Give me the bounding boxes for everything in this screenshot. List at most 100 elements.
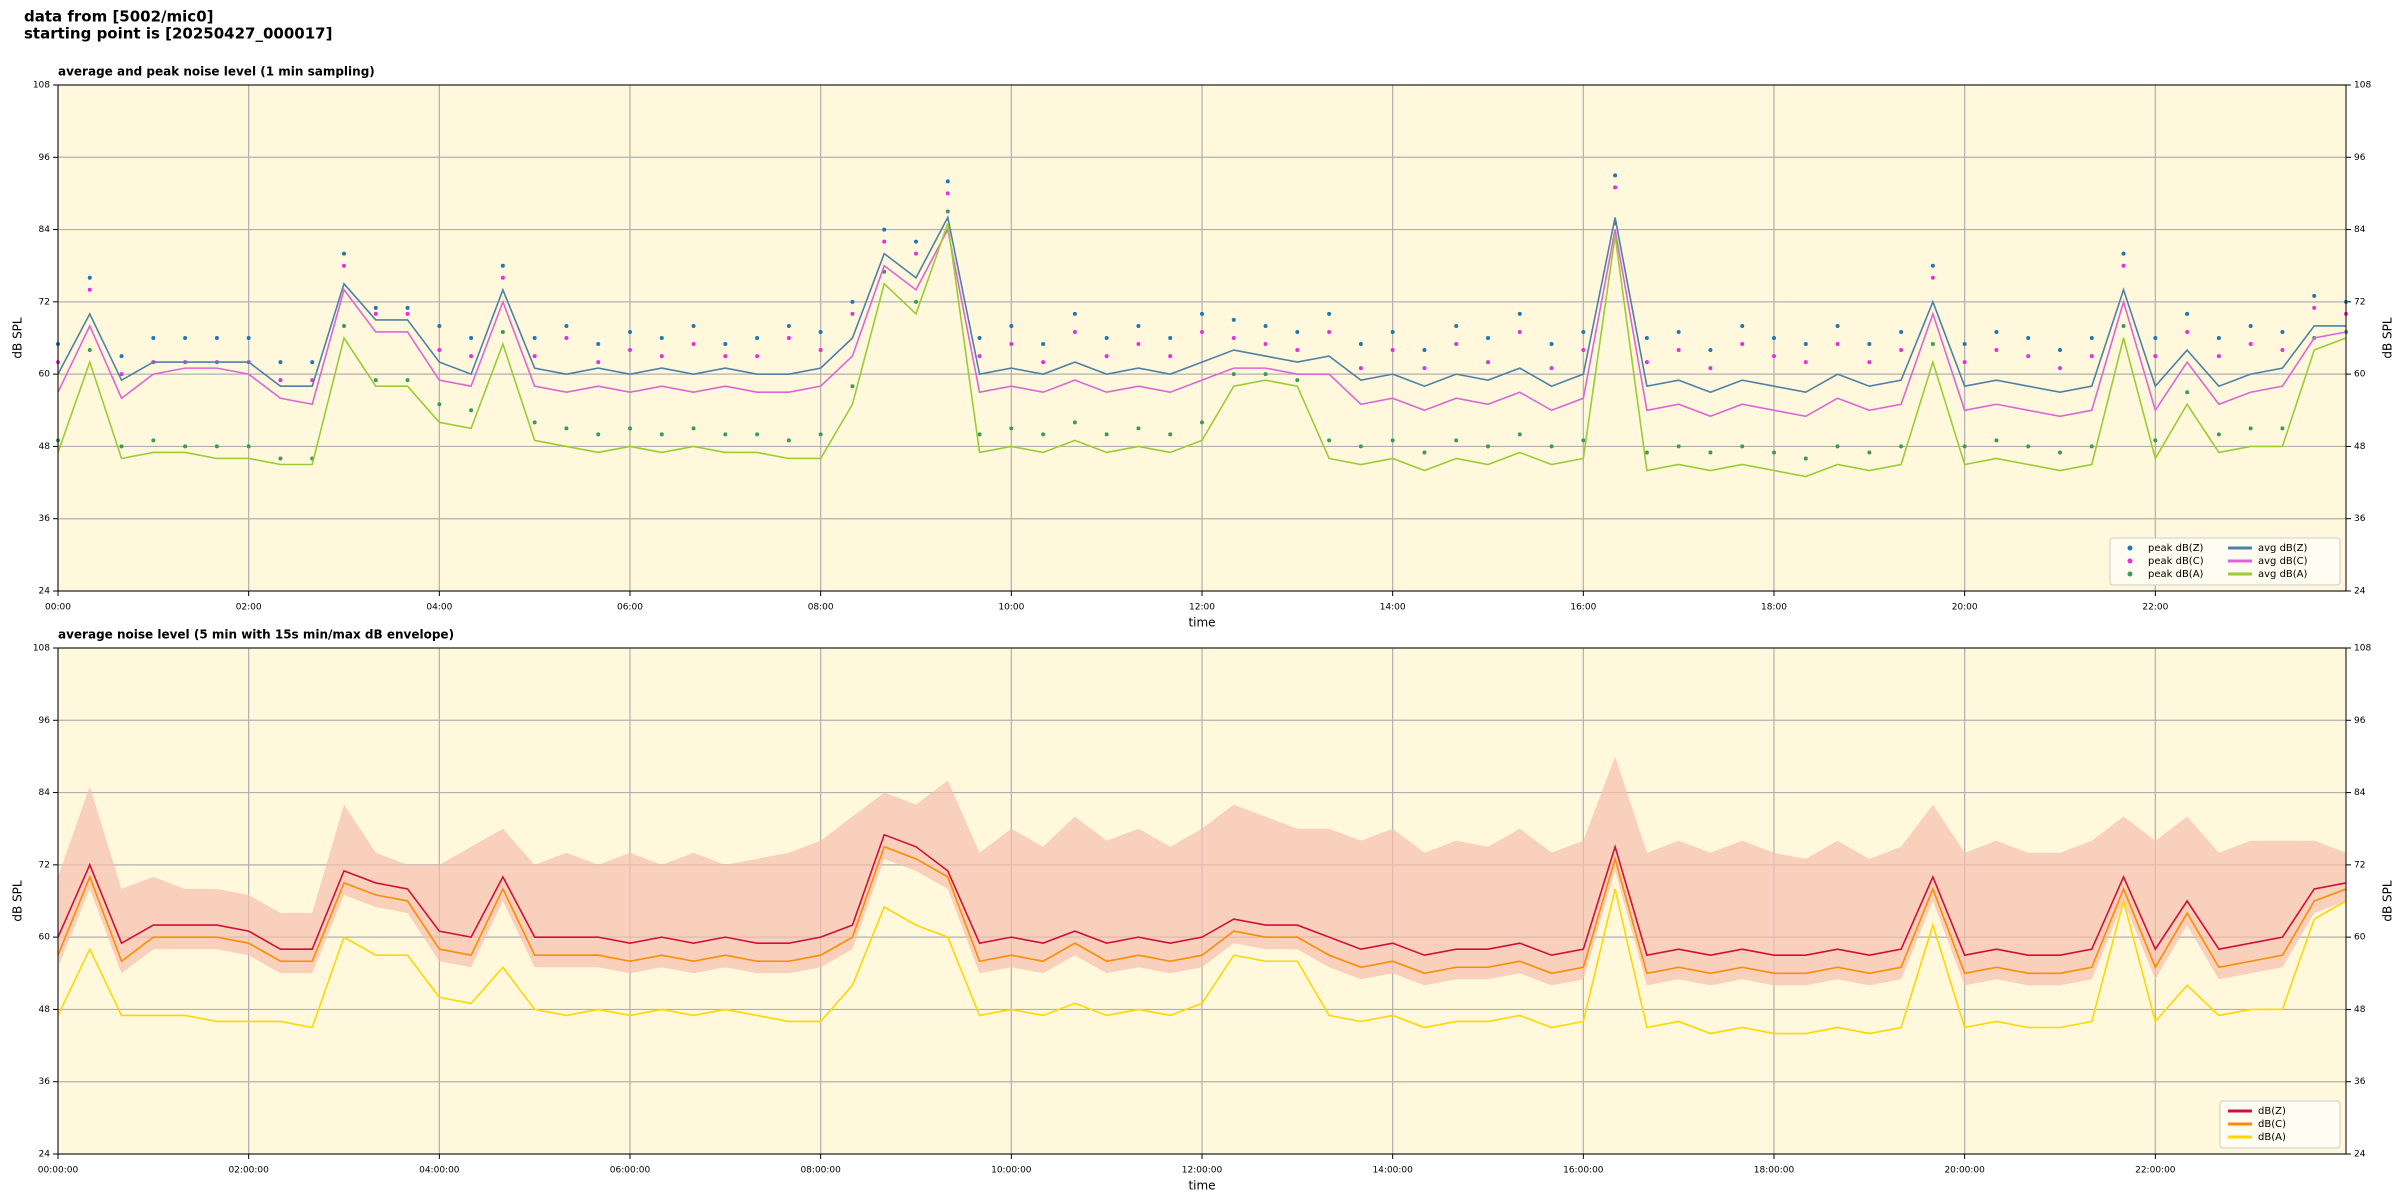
peak-dot bbox=[2026, 354, 2031, 359]
peak-dot bbox=[786, 336, 791, 340]
peak-dot bbox=[1486, 444, 1490, 449]
legend-label: dB(A) bbox=[2258, 1132, 2286, 1143]
peak-dot bbox=[691, 426, 696, 431]
peak-dot bbox=[1962, 444, 1967, 449]
peak-dot bbox=[818, 329, 823, 334]
peak-dot bbox=[500, 329, 505, 334]
legend-label: dB(C) bbox=[2258, 1119, 2286, 1130]
peak-dot bbox=[977, 336, 982, 340]
peak-dot bbox=[596, 432, 601, 437]
peak-dot bbox=[119, 354, 124, 359]
legend-marker bbox=[2127, 558, 2133, 564]
peak-dot bbox=[1835, 444, 1840, 449]
peak-dot bbox=[564, 323, 569, 328]
y-tick-label: 108 bbox=[2354, 81, 2371, 91]
peak-dot bbox=[1740, 342, 1745, 347]
peak-dot bbox=[2312, 305, 2317, 310]
peak-dot bbox=[2058, 450, 2062, 455]
y-axis-label: dB SPL bbox=[11, 880, 25, 922]
y-tick-label: 60 bbox=[39, 370, 51, 380]
peak-dot bbox=[1676, 329, 1681, 334]
peak-dot bbox=[1772, 354, 1776, 359]
peak-dot bbox=[596, 342, 601, 347]
peak-dot bbox=[1358, 444, 1363, 449]
peak-dot bbox=[2216, 336, 2221, 340]
legend-label: avg dB(Z) bbox=[2258, 543, 2308, 554]
x-tick-label: 08:00 bbox=[808, 603, 834, 613]
y-tick-label: 96 bbox=[39, 716, 51, 726]
x-tick-label: 06:00:00 bbox=[610, 1166, 651, 1176]
y-tick-label: 72 bbox=[39, 297, 50, 307]
peak-dot bbox=[1072, 420, 1077, 425]
peak-dot bbox=[1295, 329, 1300, 334]
peak-dot bbox=[2248, 342, 2253, 347]
peak-dot bbox=[659, 336, 664, 340]
y-tick-label: 60 bbox=[2354, 933, 2366, 943]
peak-dot bbox=[1422, 366, 1427, 371]
series-line bbox=[57, 845, 2347, 975]
peak-dot bbox=[342, 251, 346, 256]
peak-dot bbox=[1803, 342, 1808, 347]
peak-dot bbox=[1517, 329, 1522, 334]
x-tick-label: 18:00:00 bbox=[1754, 1166, 1795, 1176]
peak-dot bbox=[1994, 438, 1999, 443]
y-tick-label: 24 bbox=[39, 587, 51, 597]
peak-dot bbox=[87, 348, 92, 353]
peak-dot bbox=[500, 275, 505, 280]
peak-dot bbox=[1676, 444, 1681, 449]
peak-dot bbox=[405, 305, 410, 310]
peak-dot bbox=[1613, 185, 1618, 190]
peak-dot bbox=[1009, 342, 1014, 347]
y-tick-label: 84 bbox=[2354, 225, 2366, 235]
peak-dot bbox=[1517, 432, 1522, 437]
peak-dot bbox=[532, 354, 537, 359]
peak-dot bbox=[246, 336, 251, 340]
legend-marker bbox=[2127, 545, 2133, 551]
peak-dot bbox=[278, 360, 283, 365]
y-axis-label: dB SPL bbox=[2381, 317, 2395, 359]
y-tick-label: 108 bbox=[33, 644, 50, 654]
peak-dot bbox=[1740, 323, 1745, 328]
peak-dot bbox=[2121, 263, 2126, 268]
peak-dot bbox=[1867, 360, 1872, 365]
peak-dot bbox=[1136, 426, 1141, 431]
peak-dot bbox=[818, 348, 823, 353]
peak-dot bbox=[1930, 263, 1935, 268]
chart-title: average and peak noise level (1 min samp… bbox=[58, 65, 375, 79]
peak-dot bbox=[596, 360, 601, 365]
x-tick-label: 06:00 bbox=[617, 603, 643, 613]
peak-dot bbox=[1200, 420, 1204, 425]
peak-dot bbox=[87, 275, 92, 280]
peak-dot bbox=[246, 444, 251, 449]
peak-dot bbox=[564, 426, 569, 431]
y-axis-label: dB SPL bbox=[2381, 880, 2395, 922]
y-tick-label: 24 bbox=[2354, 587, 2366, 597]
peak-dot bbox=[1390, 329, 1395, 334]
peak-dot bbox=[1772, 450, 1776, 455]
peak-dot bbox=[532, 420, 537, 425]
peak-dot bbox=[1549, 444, 1554, 449]
peak-dot bbox=[1263, 342, 1268, 347]
peak-dot bbox=[1041, 432, 1046, 437]
peak-dot bbox=[405, 378, 410, 383]
x-axis-label: time bbox=[1188, 616, 1215, 630]
peak-dot bbox=[1072, 329, 1077, 334]
peak-dot bbox=[818, 432, 823, 437]
y-tick-label: 96 bbox=[2354, 716, 2366, 726]
peak-dot bbox=[755, 354, 760, 359]
peak-dot bbox=[1200, 311, 1204, 316]
peak-dot bbox=[1168, 336, 1173, 340]
peak-dot bbox=[2280, 329, 2285, 334]
peak-dot bbox=[1581, 438, 1586, 443]
peak-dot bbox=[1803, 360, 1808, 365]
page-title: data from [5002/mic0] bbox=[24, 8, 214, 26]
peak-dot bbox=[119, 372, 124, 377]
peak-dot bbox=[1136, 323, 1141, 328]
legend-label: avg dB(A) bbox=[2258, 569, 2308, 580]
y-tick-label: 72 bbox=[2354, 297, 2365, 307]
peak-dot bbox=[2058, 366, 2062, 371]
peak-dot bbox=[1962, 360, 1967, 365]
peak-dot bbox=[628, 348, 632, 353]
x-tick-label: 20:00:00 bbox=[1944, 1166, 1985, 1176]
